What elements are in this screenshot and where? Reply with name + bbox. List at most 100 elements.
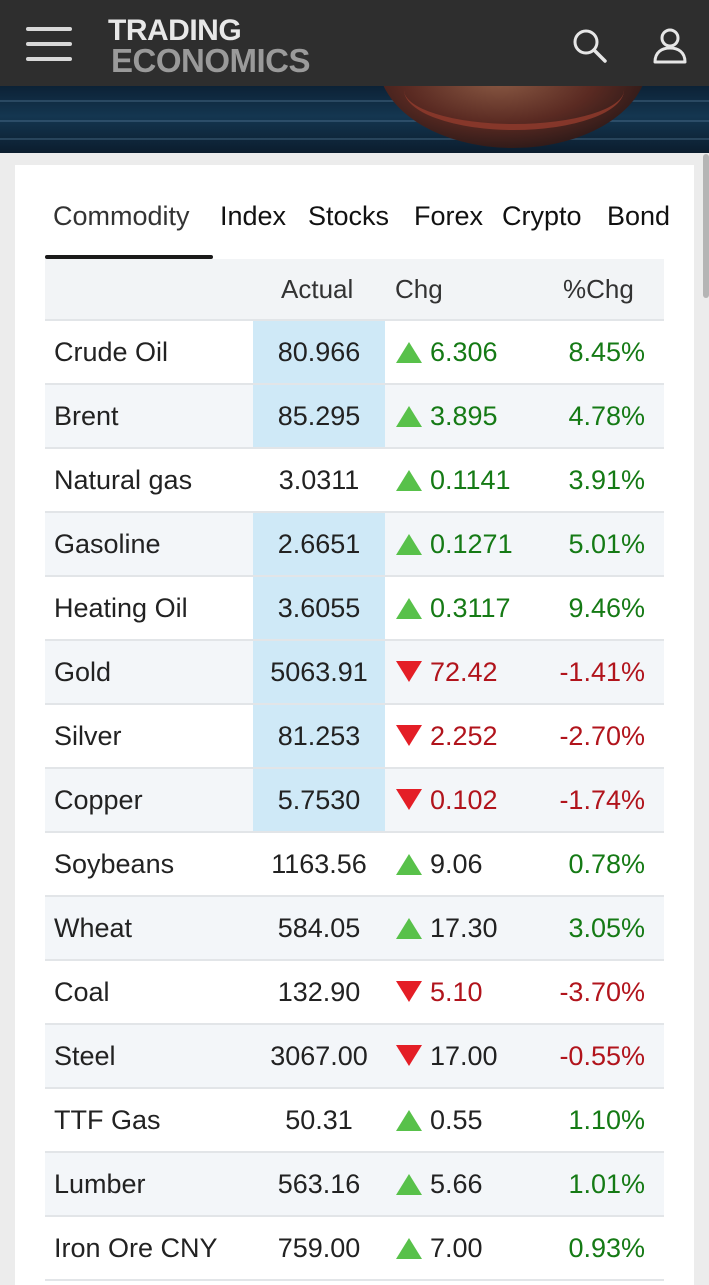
up-triangle (396, 406, 422, 427)
logo-line-2: ECONOMICS (111, 42, 311, 79)
actual-value: 2.6651 (253, 513, 385, 575)
commodity-name[interactable]: Copper (54, 785, 143, 815)
percent-change-value: 5.01% (568, 529, 645, 559)
percent-change-value: -2.70% (559, 721, 645, 751)
percent-change-value: 0.78% (568, 849, 645, 879)
table-row[interactable]: Heating Oil 3.6055 0.3117 9.46% (45, 577, 664, 641)
trading-economics-logo[interactable]: TRADING ECONOMICS (108, 14, 348, 79)
hamburger-menu-icon[interactable] (26, 27, 72, 61)
actual-value: 85.295 (253, 385, 385, 447)
up-arrow-icon (395, 897, 423, 959)
percent-change-value: 8.45% (568, 337, 645, 367)
actual-value: 1163.56 (271, 849, 367, 879)
header-banner-image (0, 86, 709, 153)
hamburger-line (26, 27, 72, 31)
commodity-name[interactable]: Natural gas (54, 465, 193, 495)
commodity-name[interactable]: Coal (54, 977, 110, 1007)
up-triangle (396, 1174, 422, 1195)
percent-change-value: 3.05% (568, 913, 645, 943)
actual-value: 759.00 (277, 1233, 361, 1263)
up-arrow-icon (395, 1217, 423, 1279)
table-row[interactable]: TTF Gas 50.31 0.55 1.10% (45, 1089, 664, 1153)
commodity-name[interactable]: Silver (54, 721, 122, 751)
commodity-name[interactable]: Brent (54, 401, 119, 431)
table-row[interactable]: Gold 5063.91 72.42 -1.41% (45, 641, 664, 705)
actual-value: 132.90 (277, 977, 361, 1007)
change-value: 0.1141 (430, 465, 511, 495)
commodities-table: Actual Chg %Chg Crude Oil 80.966 6.306 8.45… (45, 259, 664, 1281)
tab-bond[interactable]: Bond (607, 201, 671, 231)
commodity-name[interactable]: Steel (54, 1041, 116, 1071)
commodity-name[interactable]: Gasoline (54, 529, 161, 559)
hamburger-line (26, 57, 72, 61)
column-header-actual[interactable]: Actual (281, 274, 354, 304)
banner-boat-rim (404, 86, 624, 130)
commodity-name[interactable]: Heating Oil (54, 593, 188, 623)
table-row[interactable]: Wheat 584.05 17.30 3.05% (45, 897, 664, 961)
table-row[interactable]: Steel 3067.00 17.00 -0.55% (45, 1025, 664, 1089)
banner-wave (0, 100, 709, 102)
up-arrow-icon (395, 385, 423, 447)
column-header-chg[interactable]: Chg (395, 274, 443, 304)
up-arrow-icon (395, 513, 423, 575)
down-arrow-icon (395, 769, 423, 831)
down-triangle (396, 981, 422, 1002)
table-row[interactable]: Brent 85.295 3.895 4.78% (45, 385, 664, 449)
table-row[interactable]: Soybeans 1163.56 9.06 0.78% (45, 833, 664, 897)
percent-change-value: 1.10% (568, 1105, 645, 1135)
down-arrow-icon (395, 1025, 423, 1087)
banner-wave (0, 138, 709, 140)
percent-change-value: -1.41% (559, 657, 645, 687)
tab-crypto[interactable]: Crypto (502, 201, 582, 231)
up-triangle (396, 470, 422, 491)
actual-value: 50.31 (285, 1105, 353, 1135)
market-tabs: Commodity Index Stocks Forex Crypto Bond (15, 165, 694, 260)
commodity-name[interactable]: Soybeans (54, 849, 175, 879)
actual-value: 3067.00 (270, 1041, 368, 1071)
up-arrow-icon (395, 449, 423, 511)
search-icon[interactable] (570, 26, 610, 66)
percent-change-value: -0.55% (559, 1041, 645, 1071)
commodity-name[interactable]: TTF Gas (54, 1105, 161, 1135)
down-arrow-icon (395, 961, 423, 1023)
table-row[interactable]: Copper 5.7530 0.102 -1.74% (45, 769, 664, 833)
table-body: Crude Oil 80.966 6.306 8.45% Brent 85.295 3.89… (45, 321, 664, 1281)
actual-value: 584.05 (277, 913, 361, 943)
commodity-name[interactable]: Crude Oil (54, 337, 169, 367)
tab-stocks[interactable]: Stocks (308, 201, 390, 231)
down-triangle (396, 661, 422, 682)
table-row[interactable]: Coal 132.90 5.10 -3.70% (45, 961, 664, 1025)
commodity-name[interactable]: Wheat (54, 913, 133, 943)
table-row[interactable]: Crude Oil 80.966 6.306 8.45% (45, 321, 664, 385)
user-icon[interactable] (650, 26, 690, 66)
table-row[interactable]: Silver 81.253 2.252 -2.70% (45, 705, 664, 769)
markets-card: Commodity Index Stocks Forex Crypto Bond… (15, 165, 694, 1285)
table-row[interactable]: Natural gas 3.0311 0.1141 3.91% (45, 449, 664, 513)
table-header: Actual Chg %Chg (45, 259, 664, 321)
column-header-pct-chg[interactable]: %Chg (563, 274, 634, 304)
page-scrollbar[interactable] (703, 154, 709, 298)
commodity-name[interactable]: Lumber (54, 1169, 146, 1199)
up-triangle (396, 598, 422, 619)
tab-commodity[interactable]: Commodity (53, 201, 190, 231)
up-triangle (396, 854, 422, 875)
percent-change-value: 3.91% (568, 465, 645, 495)
commodity-name[interactable]: Gold (54, 657, 112, 687)
percent-change-value: -3.70% (559, 977, 645, 1007)
percent-change-value: 1.01% (568, 1169, 645, 1199)
down-triangle (396, 789, 422, 810)
commodity-name[interactable]: Iron Ore CNY (54, 1233, 218, 1263)
up-arrow-icon (395, 1153, 423, 1215)
change-value: 0.3117 (430, 593, 511, 623)
actual-value: 80.966 (253, 321, 385, 383)
table-row[interactable]: Lumber 563.16 5.66 1.01% (45, 1153, 664, 1217)
tab-index[interactable]: Index (220, 201, 287, 231)
banner-wave (0, 120, 709, 122)
down-arrow-icon (395, 705, 423, 767)
change-value: 3.895 (430, 401, 498, 431)
percent-change-value: -1.74% (559, 785, 645, 815)
table-row[interactable]: Iron Ore CNY 759.00 7.00 0.93% (45, 1217, 664, 1281)
table-row[interactable]: Gasoline 2.6651 0.1271 5.01% (45, 513, 664, 577)
tab-forex[interactable]: Forex (414, 201, 484, 231)
logo-line-1: TRADING (108, 14, 242, 47)
